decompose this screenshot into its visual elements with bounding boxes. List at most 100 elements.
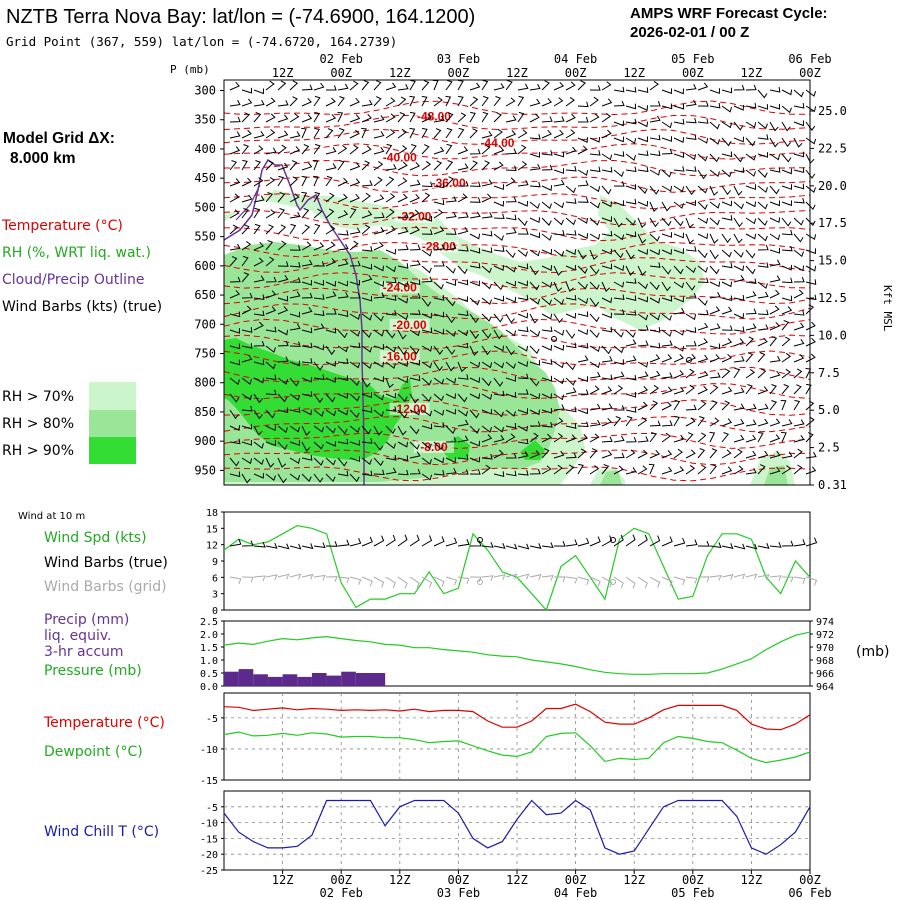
wind-barb <box>289 291 301 299</box>
surface-wind-barb-true <box>349 538 362 547</box>
wind-barb <box>325 473 336 483</box>
wind-barb <box>649 185 660 195</box>
wind-barb <box>661 281 671 292</box>
wind-barb <box>745 169 756 177</box>
wind-barb <box>661 466 673 475</box>
surface-wind-barb-grid <box>673 576 686 586</box>
wind-barb <box>769 355 781 363</box>
pressure-tick-label: 600 <box>194 259 216 273</box>
wind-barb <box>517 345 529 352</box>
wind-barb <box>481 230 493 237</box>
wind-barb <box>277 100 289 107</box>
surface-wind-barb-true <box>697 540 710 547</box>
wind-barb <box>469 111 476 123</box>
wind-barb <box>301 127 307 139</box>
wind-barb <box>229 81 240 91</box>
wind-barb <box>613 359 625 365</box>
wind-barb <box>553 129 564 139</box>
surface-wind-barb-grid <box>313 574 326 581</box>
wind-barb <box>229 160 238 171</box>
wind-barb <box>697 464 707 475</box>
wind-barb <box>421 229 433 235</box>
wind-barb <box>637 87 649 94</box>
wind-barb <box>505 409 516 417</box>
wind-barb <box>313 441 324 450</box>
wind-barb <box>625 467 637 475</box>
wind-barb <box>613 86 625 93</box>
cloud-precip-outline <box>223 158 365 485</box>
wind-barb <box>493 295 505 302</box>
wind-barb <box>457 163 469 171</box>
precip-panel-frame <box>223 620 811 687</box>
wind-speed-tick-label: 18 <box>206 508 218 519</box>
wind-barb <box>313 175 319 187</box>
wind-barb <box>253 377 265 384</box>
wind-barb <box>241 112 250 123</box>
wind-barb <box>253 321 264 331</box>
wind-barb <box>769 321 781 331</box>
top-hour-label: 12Z <box>741 66 763 80</box>
surface-wind-barb-grid <box>577 576 590 586</box>
wind-barb <box>361 145 372 155</box>
wind-barb <box>373 329 385 337</box>
wind-barb <box>409 359 421 366</box>
wind-barb <box>793 137 803 148</box>
wind-barb <box>505 280 517 287</box>
wind-barb <box>805 353 816 363</box>
wind-barb <box>505 391 517 398</box>
wind-barb <box>481 377 492 387</box>
wind-barb <box>541 265 553 271</box>
precip-bar <box>297 676 312 686</box>
wind-barb <box>410 293 421 299</box>
wind-barb <box>589 96 599 107</box>
wind-barb <box>757 134 769 140</box>
wind-barb <box>326 309 337 315</box>
wind-barb <box>253 359 265 366</box>
wind-barb <box>769 137 779 148</box>
wind-barb <box>409 95 416 107</box>
wind-barb <box>432 79 439 91</box>
wind-barb <box>721 353 732 363</box>
wind-barb <box>433 457 445 464</box>
wind-speed-tick-label: 3 <box>212 590 218 601</box>
wind-barb <box>757 450 769 459</box>
pressure-tick-label: 500 <box>194 200 216 214</box>
wind-barb <box>637 233 647 244</box>
wind-barb <box>565 81 576 91</box>
wind-barb <box>553 81 565 91</box>
wind-barb <box>793 120 804 127</box>
wind-barb <box>793 384 802 395</box>
wind-barb <box>529 265 539 276</box>
surface-wind-barb-grid <box>445 576 458 586</box>
wind-barb <box>553 97 564 107</box>
wind-barb <box>241 473 251 484</box>
surface-wind-barb-grid <box>709 574 722 581</box>
wind-barb <box>373 457 384 467</box>
pressure-tick-label: 550 <box>194 230 216 244</box>
wind-barb <box>409 441 420 450</box>
wind-barb <box>721 368 731 379</box>
wind-barb <box>301 279 313 286</box>
wind-barb <box>457 127 465 139</box>
wind-barb <box>637 340 649 347</box>
wind-barb <box>649 201 659 213</box>
wind-barb <box>289 473 301 481</box>
wind-barb <box>589 465 600 475</box>
temperature-contour-label: -40.00 <box>383 151 417 165</box>
wind-barb <box>385 425 396 434</box>
wind-barb <box>277 114 289 123</box>
wind-barb <box>793 197 805 204</box>
wind-barb <box>229 178 241 187</box>
wind-barb <box>709 153 720 163</box>
pressure-tick-label: 970 <box>816 643 834 654</box>
wind-barb <box>337 345 349 353</box>
wind-barb <box>493 377 504 387</box>
wind-barb <box>457 245 469 252</box>
wind-barb <box>577 217 589 224</box>
wind-barb <box>493 112 502 123</box>
top-hour-label: 00Z <box>799 66 821 80</box>
wind-barb <box>673 281 685 289</box>
wind-barb <box>553 229 565 236</box>
wind-barb <box>613 281 625 288</box>
surface-wind-barb-grid <box>793 576 806 584</box>
